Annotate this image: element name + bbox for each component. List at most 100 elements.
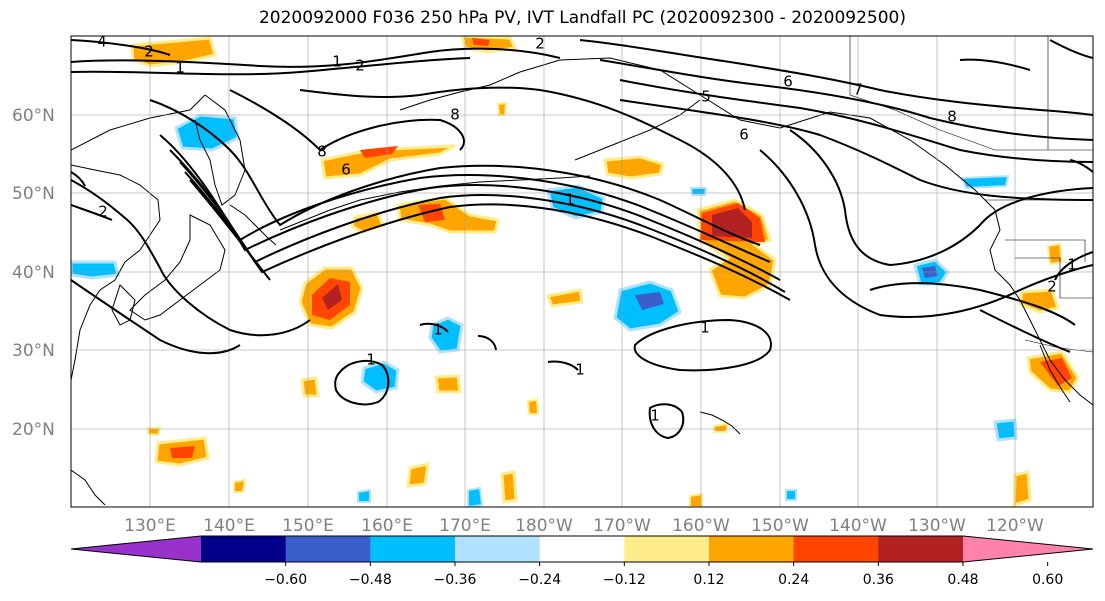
pv-contour xyxy=(1049,39,1093,59)
contour-label: 1 xyxy=(433,321,443,339)
colorbar-swatch xyxy=(285,536,371,562)
lat-label: 20°N xyxy=(12,420,55,440)
anomaly-positive xyxy=(322,284,342,310)
lon-label: 150°W xyxy=(751,516,809,536)
pv-contour xyxy=(979,309,1071,353)
pv-contour xyxy=(648,403,685,440)
pv-contour xyxy=(189,179,271,281)
coastlines xyxy=(71,57,1093,506)
japan-coastline xyxy=(129,214,226,321)
pv-contour xyxy=(419,322,449,333)
contour-labels: 4 2 1 2 8 6 8 1 2 1 6 5 6 7 8 2 1 2 1 1 … xyxy=(97,33,1077,425)
gridlines xyxy=(71,36,1093,507)
anomaly-positive xyxy=(713,422,730,433)
pv-contour xyxy=(71,39,171,56)
contour-label: 6 xyxy=(783,73,793,91)
contour-label: 7 xyxy=(853,81,863,99)
contour-label: 6 xyxy=(739,126,749,144)
pv-contours xyxy=(71,39,1093,440)
colorbar: −0.60 −0.48 −0.36 −0.24 −0.12 0.12 0.24 0.36 0.4… xyxy=(70,535,1094,588)
philippines-coast xyxy=(71,469,106,506)
lon-label: 150°E xyxy=(282,516,334,536)
us-canada-border xyxy=(849,36,1093,151)
korea-coastline xyxy=(111,284,136,326)
anomaly-positive xyxy=(1012,470,1032,507)
pv-contour xyxy=(1054,251,1093,281)
lon-label: 120°W xyxy=(986,516,1044,536)
anomaly-positive xyxy=(170,446,195,458)
anomaly-positive xyxy=(689,492,703,507)
contour-label: 4 xyxy=(97,33,107,51)
north-america-west-coast xyxy=(989,209,1093,406)
lon-label: 170°E xyxy=(439,516,491,536)
pv-contour xyxy=(334,359,390,406)
colorbar-tick-label: −0.48 xyxy=(349,572,392,588)
pv-contour xyxy=(71,171,86,187)
contour-label: 8 xyxy=(947,108,957,126)
colorbar-extend-max xyxy=(963,536,1093,562)
lat-label: 30°N xyxy=(12,341,55,361)
map-frame xyxy=(70,35,1094,508)
anomaly-positive xyxy=(712,208,752,238)
colorbar-swatch xyxy=(709,536,795,562)
colorbar-swatch xyxy=(624,536,710,562)
contour-label: 2 xyxy=(1047,278,1057,296)
pv-contour xyxy=(1069,159,1093,173)
anomaly-positive xyxy=(300,376,320,398)
anomaly-positive xyxy=(496,101,508,116)
anomaly-positive xyxy=(472,38,490,46)
contour-label: 8 xyxy=(317,143,327,161)
pv-anomaly-shading xyxy=(71,36,1080,507)
contour-label: 5 xyxy=(701,88,711,106)
map-panel: 4 2 1 2 8 6 8 1 2 1 6 5 6 7 8 2 1 2 1 1 … xyxy=(71,33,1093,507)
contour-label: 1 xyxy=(366,351,376,369)
contour-label: 2 xyxy=(144,43,154,61)
contour-label: 1 xyxy=(575,361,585,379)
figure-title: 2020092000 F036 250 hPa PV, IVT Landfall… xyxy=(258,8,906,28)
colorbar-swatch xyxy=(539,536,625,562)
anomaly-positive xyxy=(500,470,518,504)
anomaly-positive xyxy=(406,462,430,488)
pv-contour xyxy=(759,149,1093,318)
anomaly-negative xyxy=(357,488,371,503)
colorbar-swatch xyxy=(455,536,541,562)
anomaly-negative xyxy=(785,489,797,501)
pv-contour xyxy=(547,360,579,371)
contour-label: 1 xyxy=(332,53,342,71)
pv-contour xyxy=(71,279,241,355)
contour-label: 1 xyxy=(700,319,710,337)
contour-label: 1 xyxy=(1067,256,1077,274)
colorbar-extend-min xyxy=(71,536,201,562)
kuril-islands xyxy=(229,204,277,246)
contour-label: 2 xyxy=(98,203,108,221)
anomaly-negative xyxy=(467,486,484,507)
pv-contour xyxy=(633,318,772,372)
pv-contour xyxy=(789,129,1093,267)
pv-contour xyxy=(149,99,761,246)
anomaly-negative xyxy=(689,187,708,196)
pv-contour xyxy=(869,282,1076,326)
anomaly-positive xyxy=(545,288,584,308)
contour-label: 6 xyxy=(341,161,351,179)
anomaly-positive xyxy=(603,155,665,180)
anomaly-positive xyxy=(434,374,462,394)
pv-contour xyxy=(599,59,1093,141)
lat-label: 50°N xyxy=(12,184,55,204)
longitude-labels: 130°E 140°E 150°E 160°E 170°E 180°W 170°… xyxy=(124,516,1044,536)
contour-label: 1 xyxy=(565,191,575,209)
colorbar-swatch xyxy=(370,536,456,562)
colorbar-tick-label: 0.60 xyxy=(1032,572,1063,588)
contour-label: 8 xyxy=(450,106,460,124)
pv-contour xyxy=(579,39,1093,116)
colorbar-tick-label: −0.36 xyxy=(434,572,477,588)
contour-label: 1 xyxy=(650,407,660,425)
pv-contour xyxy=(477,335,497,351)
colorbar-swatch xyxy=(201,536,287,562)
colorbar-tick-label: 0.12 xyxy=(693,572,724,588)
anomaly-positive xyxy=(418,204,445,222)
pv-contour xyxy=(619,99,1093,201)
lat-label: 60°N xyxy=(12,106,55,126)
anomaly-positive xyxy=(233,478,247,493)
lon-label: 130°E xyxy=(124,516,176,536)
